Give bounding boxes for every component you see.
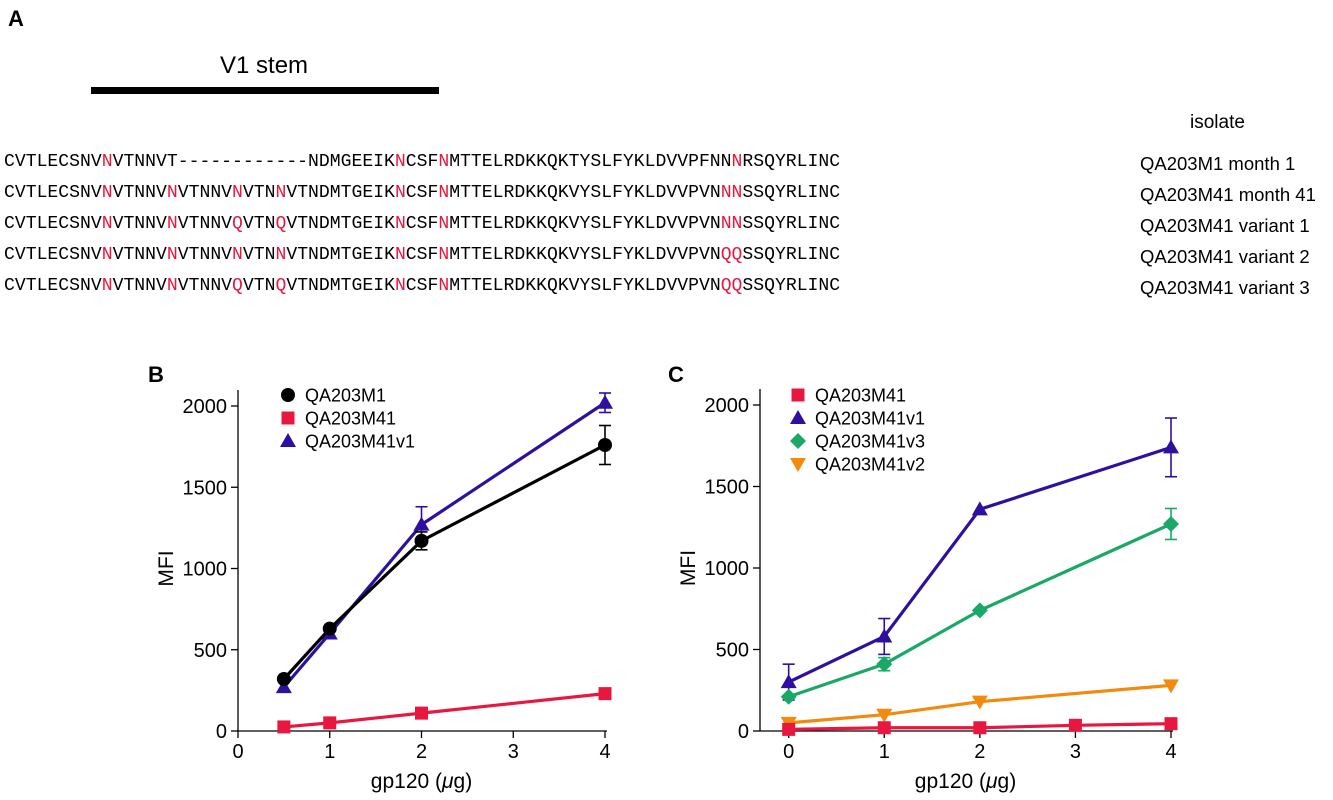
- data-point: [415, 706, 428, 720]
- x-tick-label: 3: [1070, 741, 1081, 763]
- data-point: [413, 516, 430, 531]
- y-tick-label: 500: [716, 640, 749, 662]
- legend-marker: [790, 458, 806, 472]
- data-point: [414, 533, 429, 548]
- x-tick-label: 1: [324, 741, 335, 763]
- series-line: [282, 401, 606, 689]
- chart-c: 0 500 1000 1500 2000 0 1 2 3 4 gp120 (μg) MFI QA203M…: [677, 386, 1179, 793]
- x-tick-label: 4: [1165, 741, 1176, 763]
- v1-stem-bar: [91, 87, 439, 94]
- data-point: [971, 695, 988, 710]
- data-point: [971, 501, 988, 516]
- isolate-header: isolate: [1190, 112, 1245, 133]
- data-point: [277, 720, 291, 734]
- legend-marker: [280, 433, 296, 447]
- data-point: [780, 674, 797, 689]
- series-line: [282, 443, 606, 681]
- v1-stem-label: V1 stem: [220, 52, 309, 79]
- y-tick-label: 1500: [705, 477, 750, 499]
- legend-label: QA203M41v1: [815, 409, 925, 429]
- data-point: [876, 628, 893, 643]
- legend-label: QA203M41: [305, 409, 396, 429]
- y-tick-label: 2000: [705, 395, 750, 417]
- sequence-row: CVTLECSNVNVTNNVNVTNNVQVTNQVTNDMTGEIKNCSF…: [4, 276, 841, 296]
- x-tick-label: 3: [508, 741, 519, 763]
- sequence-isolate-label: QA203M41 month 41: [1140, 184, 1316, 205]
- sequence-isolate-label: QA203M41 variant 3: [1140, 277, 1310, 298]
- series-line: [787, 445, 1172, 684]
- legend-label: QA203M41v1: [305, 432, 415, 452]
- data-point: [782, 722, 796, 736]
- data-point: [876, 656, 893, 673]
- y-tick-label: 0: [216, 721, 227, 743]
- data-point: [877, 721, 891, 735]
- sequence-row: CVTLECSNVNVTNNVNVTNNVNVTNNVTNDMTGEIKNCSF…: [4, 183, 841, 203]
- sequence-row: CVTLECSNVNVTNNVNVTNNVNVTNNVTNDMTGEIKNCSF…: [4, 245, 841, 265]
- x-tick-label: 4: [599, 741, 610, 763]
- series-line: [788, 522, 1172, 699]
- sequence-row: CVTLECSNVNVTNNVNVTNNVQVTNQVTNDMTGEIKNCSF…: [4, 214, 841, 234]
- data-point: [876, 708, 893, 723]
- data-point: [323, 716, 337, 730]
- data-point: [322, 621, 337, 636]
- legend-marker: [281, 388, 295, 402]
- legend-label: QA203M41v3: [815, 432, 925, 452]
- sequence-isolate-label: QA203M41 variant 1: [1140, 215, 1310, 236]
- legend-marker: [790, 410, 806, 424]
- panel-b-letter: B: [148, 362, 164, 387]
- panel-a-letter: A: [8, 6, 24, 31]
- y-tick-label: 1000: [705, 558, 750, 580]
- sequence-isolate-label: QA203M41 variant 2: [1140, 246, 1310, 267]
- data-point: [780, 688, 797, 705]
- x-axis-label: gp120 (μg): [371, 770, 472, 793]
- x-tick-label: 2: [974, 741, 985, 763]
- data-point: [971, 602, 988, 619]
- chart-b: 0 500 1000 1500 2000 0 1 2 3 4 gp120 (μg) MFI QA203M…: [155, 386, 613, 793]
- legend-label: QA203M41v2: [815, 455, 925, 475]
- y-tick-label: 0: [738, 721, 749, 743]
- data-point: [276, 672, 291, 686]
- y-tick-label: 1500: [183, 477, 228, 499]
- data-point: [275, 679, 292, 694]
- x-tick-label: 2: [416, 741, 427, 763]
- x-tick-label: 0: [783, 741, 794, 763]
- y-axis-label: MFI: [155, 550, 178, 586]
- data-point: [1164, 717, 1178, 731]
- sequence-row: CVTLECSNVNVTNNVT------------NDMGEEIKNCSF…: [4, 152, 841, 172]
- data-point: [1163, 679, 1179, 694]
- x-axis-label: gp120 (μg): [915, 770, 1016, 793]
- y-tick-label: 1000: [183, 559, 228, 581]
- panel-c-letter: C: [668, 362, 684, 387]
- legend-label: QA203M1: [305, 386, 386, 406]
- y-tick-label: 2000: [183, 396, 228, 418]
- data-point: [1068, 718, 1082, 732]
- data-point: [973, 721, 987, 735]
- x-tick-label: 0: [232, 741, 243, 763]
- legend-label: QA203M41: [815, 386, 906, 406]
- y-tick-label: 500: [194, 640, 227, 662]
- sequence-isolate-label: QA203M1 month 1: [1140, 153, 1296, 174]
- data-point: [598, 438, 612, 452]
- data-point: [597, 394, 613, 409]
- data-point: [598, 687, 612, 701]
- legend-marker: [790, 433, 806, 449]
- series-line: [283, 692, 606, 729]
- data-point: [1163, 515, 1179, 532]
- legend-marker: [791, 388, 805, 402]
- x-tick-label: 1: [879, 741, 890, 763]
- series-line: [788, 683, 1172, 725]
- data-point: [1163, 439, 1179, 454]
- y-axis-label: MFI: [677, 550, 700, 586]
- legend-marker: [281, 411, 295, 425]
